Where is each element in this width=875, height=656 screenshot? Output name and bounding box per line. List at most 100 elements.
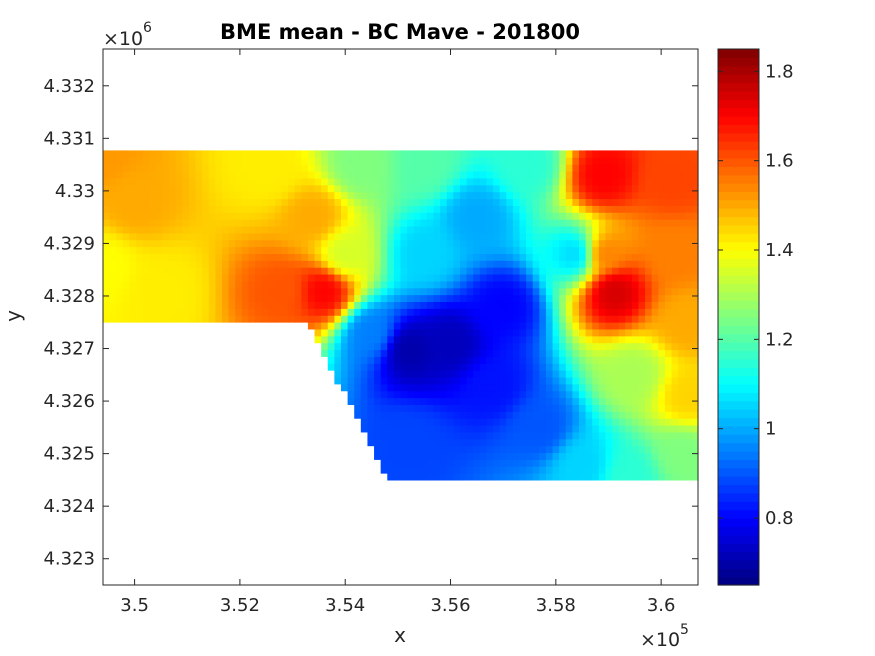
heatmap-cell	[235, 232, 243, 241]
heatmap-cell	[116, 260, 124, 268]
heatmap-cell	[360, 342, 369, 351]
heatmap-cell	[506, 411, 514, 419]
heatmap-cell	[374, 390, 382, 399]
colorbar-segment	[718, 392, 759, 402]
heatmap-cell	[625, 397, 633, 405]
heatmap-cell	[651, 232, 659, 241]
heatmap-cell	[552, 184, 560, 193]
heatmap-cell	[486, 376, 494, 385]
heatmap-cell	[400, 473, 408, 481]
heatmap-cell	[684, 411, 692, 419]
heatmap-cell	[493, 205, 501, 213]
heatmap-cell	[506, 267, 514, 275]
heatmap-cell	[235, 301, 243, 309]
heatmap-cell	[347, 328, 355, 337]
heatmap-cell	[453, 280, 461, 289]
heatmap-cell	[572, 418, 580, 426]
heatmap-cell	[519, 411, 527, 419]
heatmap-cell	[208, 164, 216, 172]
heatmap-cell	[420, 184, 428, 193]
heatmap-cell	[579, 280, 587, 289]
heatmap-cell	[512, 397, 521, 405]
heatmap-cell	[354, 150, 362, 158]
heatmap-cell	[281, 315, 289, 323]
heatmap-cell	[605, 376, 613, 385]
heatmap-cell	[103, 308, 111, 316]
heatmap-cell	[532, 164, 540, 172]
heatmap-cell	[446, 177, 454, 186]
heatmap-cell	[228, 280, 236, 289]
heatmap-cell	[142, 232, 150, 241]
heatmap-cell	[499, 376, 507, 385]
heatmap-cell	[433, 280, 441, 289]
heatmap-cell	[598, 191, 607, 200]
heatmap-cell	[519, 294, 527, 303]
heatmap-cell	[407, 212, 415, 220]
heatmap-cell	[664, 260, 673, 268]
heatmap-cell	[579, 287, 587, 296]
heatmap-cell	[552, 308, 560, 316]
heatmap-cell	[307, 184, 316, 193]
heatmap-cell	[235, 177, 243, 186]
heatmap-cell	[565, 452, 573, 460]
heatmap-cell	[565, 349, 573, 357]
heatmap-cell	[103, 205, 111, 213]
heatmap-cell	[605, 342, 613, 351]
heatmap-cell	[288, 171, 296, 179]
heatmap-cell	[407, 349, 415, 357]
heatmap-cell	[526, 466, 534, 474]
heatmap-cell	[334, 308, 342, 316]
heatmap-cell	[440, 184, 448, 193]
heatmap-cell	[413, 177, 421, 186]
heatmap-cell	[506, 466, 514, 474]
colorbar-segment	[718, 534, 759, 544]
heatmap-cell	[539, 287, 547, 296]
heatmap-cell	[294, 191, 302, 200]
heatmap-cell	[625, 411, 633, 419]
heatmap-cell	[565, 424, 573, 433]
heatmap-cell	[453, 212, 461, 220]
heatmap-cell	[671, 356, 679, 364]
heatmap-cell	[519, 397, 527, 405]
heatmap-cell	[407, 246, 415, 254]
heatmap-cell	[367, 171, 375, 179]
heatmap-cell	[658, 191, 666, 200]
heatmap-cell	[149, 267, 157, 275]
heatmap-cell	[473, 184, 481, 193]
heatmap-cell	[162, 212, 170, 220]
heatmap-cell	[631, 171, 640, 179]
heatmap-cell	[446, 466, 454, 474]
heatmap-cell	[182, 177, 190, 186]
heatmap-cell	[592, 356, 600, 364]
heatmap-cell	[565, 260, 573, 268]
heatmap-cell	[380, 260, 388, 268]
heatmap-cell	[691, 390, 699, 399]
heatmap-cell	[592, 363, 600, 371]
heatmap-cell	[413, 438, 421, 447]
heatmap-cell	[532, 376, 540, 385]
heatmap-cell	[545, 184, 554, 193]
heatmap-cell	[499, 328, 507, 337]
heatmap-cell	[387, 397, 395, 405]
heatmap-cell	[466, 287, 474, 296]
heatmap-cell	[598, 157, 607, 165]
heatmap-cell	[109, 164, 117, 172]
heatmap-cell	[519, 225, 527, 234]
heatmap-cell	[235, 198, 243, 206]
heatmap-cell	[360, 150, 369, 158]
heatmap-cell	[255, 267, 263, 275]
heatmap-cell	[222, 157, 230, 165]
heatmap-cell	[374, 212, 382, 220]
heatmap-cell	[545, 246, 554, 254]
heatmap-cell	[288, 164, 296, 172]
heatmap-cell	[645, 184, 653, 193]
heatmap-cell	[314, 198, 322, 206]
heatmap-cell	[572, 411, 580, 419]
heatmap-cell	[605, 280, 613, 289]
heatmap-cell	[671, 184, 679, 193]
heatmap-cell	[651, 445, 659, 454]
heatmap-cell	[598, 356, 607, 364]
heatmap-cell	[678, 424, 686, 433]
heatmap-cell	[671, 349, 679, 357]
heatmap-cell	[321, 157, 329, 165]
